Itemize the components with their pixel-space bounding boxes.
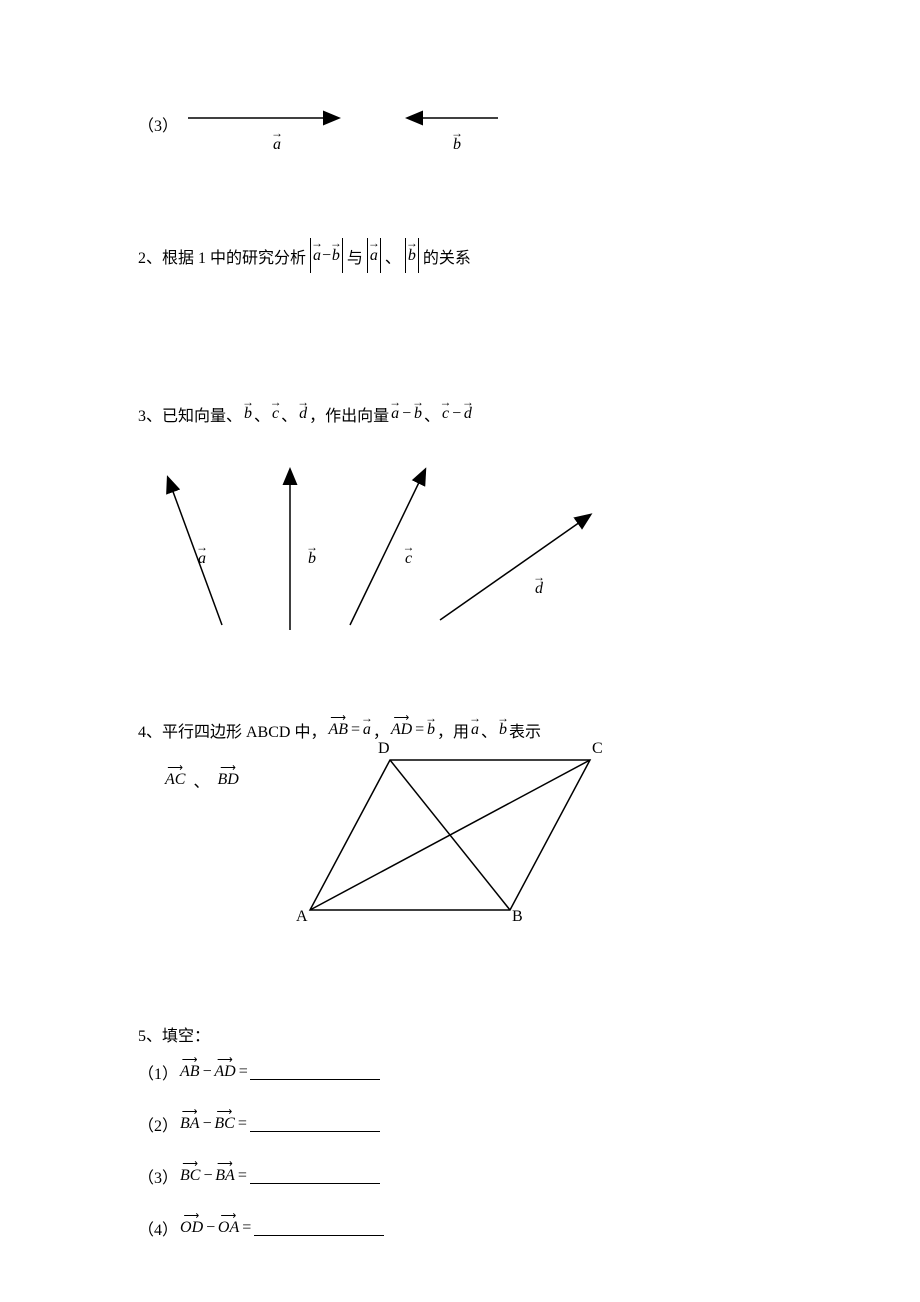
label-C: C bbox=[592, 740, 603, 758]
q3-diagram: a b c d bbox=[150, 460, 610, 645]
blank-field[interactable] bbox=[254, 1220, 384, 1236]
q3-label-c: c bbox=[405, 550, 412, 568]
blank-field[interactable] bbox=[250, 1168, 380, 1184]
blank-field[interactable] bbox=[250, 1116, 380, 1132]
q5-item-4: （4） OD − OA = bbox=[138, 1216, 384, 1240]
q5-item-1: （1） AB − AD = bbox=[138, 1060, 380, 1084]
q1-3-vectors-svg bbox=[188, 108, 518, 168]
blank-field[interactable] bbox=[250, 1064, 380, 1080]
q3-label-a: a bbox=[198, 550, 206, 568]
q4-diagram: A B C D bbox=[290, 740, 610, 935]
label-A: A bbox=[296, 908, 308, 926]
q5-item-2: （2） BA − BC = bbox=[138, 1112, 380, 1136]
q1-3-label: （3） bbox=[138, 112, 178, 136]
q3-label-b: b bbox=[308, 550, 316, 568]
label-D: D bbox=[378, 740, 390, 758]
q3-label-d: d bbox=[535, 580, 543, 598]
q2-text: 2、根据 1 中的研究分析 a − b 与 a 、 b 的关系 bbox=[138, 238, 471, 273]
q4-text: 4、平行四边形 ABCD 中， AB = a ， AD = b ，用 a 、 b… bbox=[138, 718, 541, 742]
q1-3-svg-container: a b bbox=[188, 108, 518, 173]
q3-text: 3、已知向量、 b 、 c 、 d ，作出向量 a − b 、 c − d bbox=[138, 402, 472, 426]
diagonal-bd bbox=[390, 760, 510, 910]
vector-a-label: a bbox=[273, 136, 281, 154]
vector-b-label: b bbox=[453, 136, 461, 154]
q5-heading: 5、填空： bbox=[138, 1022, 210, 1046]
q5-item-3: （3） BC − BA = bbox=[138, 1164, 380, 1188]
q4-line2: AC 、 BD bbox=[165, 768, 239, 792]
vec-a-line bbox=[168, 478, 222, 625]
q3-vectors-svg bbox=[150, 460, 610, 640]
q4-parallelogram-svg bbox=[290, 740, 610, 930]
label-B: B bbox=[512, 908, 523, 926]
vec-d-line bbox=[440, 515, 590, 620]
